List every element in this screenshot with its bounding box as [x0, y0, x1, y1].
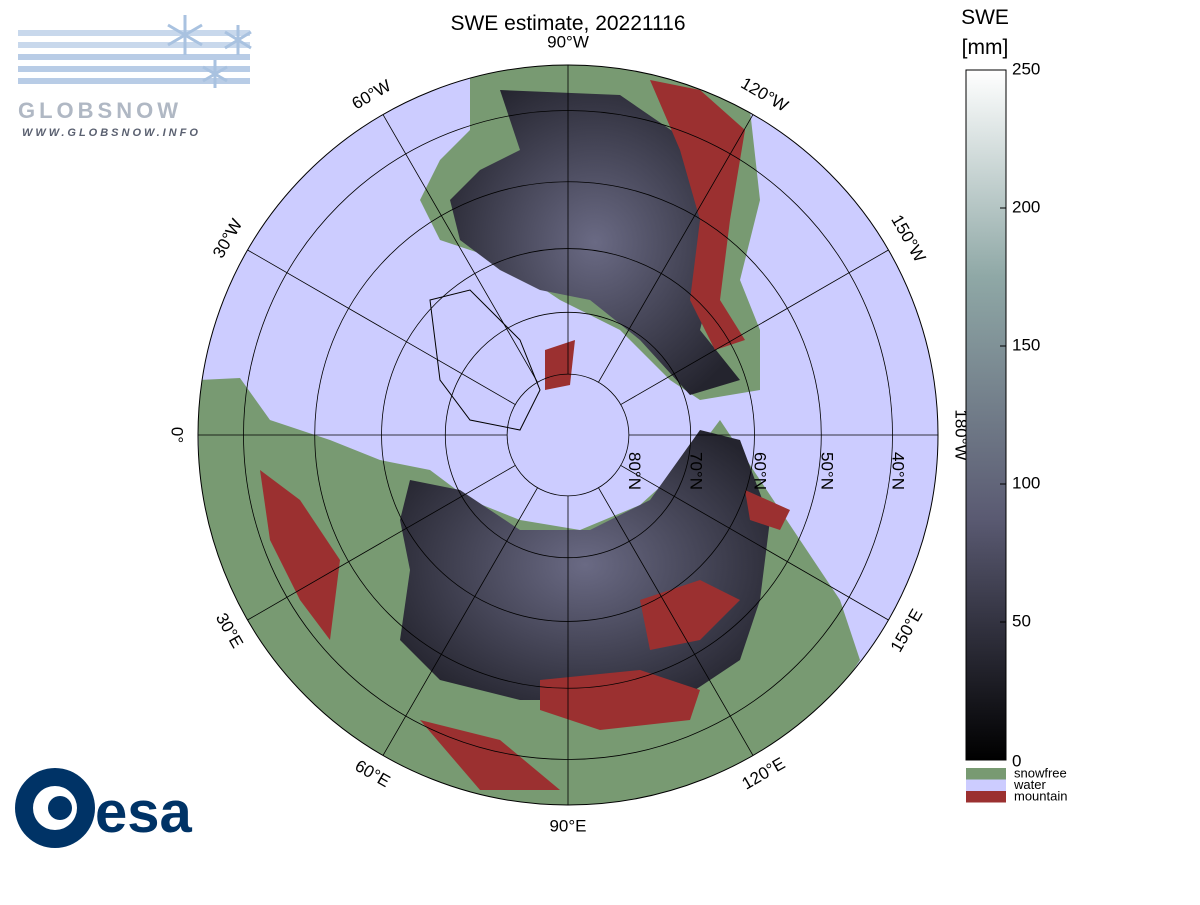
meridian: [247, 465, 516, 621]
esa-logo: esa: [15, 768, 193, 848]
meridian-label: 120°W: [738, 74, 792, 116]
meridian: [382, 487, 538, 756]
colorbar-tick-label: 0: [1012, 751, 1021, 770]
colorbar-tick-label: 150: [1012, 335, 1040, 354]
legend-label: snowfree: [1014, 765, 1067, 780]
colorbar-tick-label: 250: [1012, 59, 1040, 78]
graticule: [198, 65, 938, 805]
colorbar-title: SWE: [961, 6, 1009, 29]
legend-swatch: [966, 791, 1006, 803]
meridian-label: 0°: [168, 427, 187, 443]
meridian: [598, 114, 754, 383]
parallel-label: 80°N: [625, 452, 644, 490]
meridian-label: 30°E: [212, 610, 247, 652]
mountains: [260, 80, 790, 790]
meridian-label: 90°E: [549, 816, 586, 835]
meridian: [382, 114, 538, 383]
colorbar-tick-label: 50: [1012, 611, 1031, 630]
globsnow-logo: GLOBSNOW WWW.GLOBSNOW.INFO: [18, 15, 252, 139]
meridian-label: 30°W: [209, 216, 246, 262]
legend-swatch: [966, 768, 1006, 780]
legend-label: water: [1013, 777, 1046, 792]
map-border: [197, 64, 939, 806]
logo-name: GLOBSNOW: [18, 98, 182, 123]
colorbar-tick-label: 100: [1012, 473, 1040, 492]
parallel-label: 60°N: [750, 452, 769, 490]
title: SWE estimate, 20221116: [450, 12, 685, 35]
meridian: [598, 487, 754, 756]
greenland: [429, 289, 541, 431]
colorbar-tick-label: 200: [1012, 197, 1040, 216]
north-america-snow: [450, 90, 740, 395]
parallel-label: 70°N: [687, 452, 706, 490]
legend-swatch: [966, 779, 1006, 791]
meridian-label: 90°W: [547, 32, 589, 51]
meridian-label: 150°W: [887, 212, 929, 266]
meridian: [247, 249, 516, 405]
colorbar-gradient: [965, 69, 1007, 761]
colorbar-unit: [mm]: [962, 36, 1009, 59]
meridian: [620, 465, 889, 621]
parallel-label: 40°N: [888, 452, 907, 490]
meridian: [620, 249, 889, 405]
meridian-label: 60°W: [349, 76, 395, 113]
map: [198, 65, 938, 805]
esa-text: esa: [95, 780, 193, 845]
meridian-label: 60°E: [352, 756, 394, 791]
parallel-label: 50°N: [817, 452, 836, 490]
legend-label: mountain: [1014, 788, 1067, 803]
logo-url: WWW.GLOBSNOW.INFO: [22, 127, 201, 139]
colorbar: SWE [mm] 0 50 100 150 200 250 snowfreewatermou…: [961, 6, 1067, 803]
